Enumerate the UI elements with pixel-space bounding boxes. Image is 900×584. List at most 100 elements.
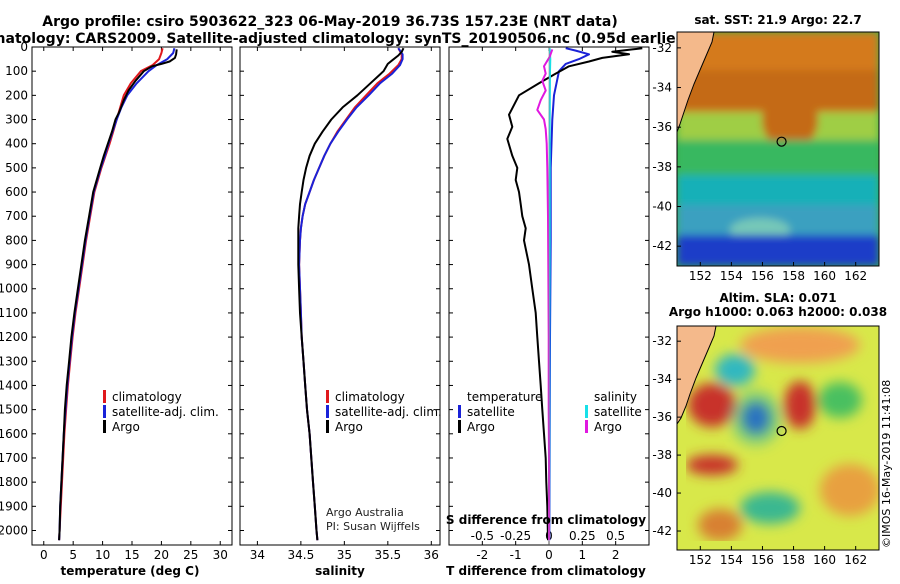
sla-low-south	[740, 492, 800, 524]
sst-green-band	[677, 140, 879, 175]
sla-argo-location-marker	[776, 425, 787, 437]
depth-tick-label: 200	[5, 88, 28, 102]
depth-tick-label: 1100	[0, 306, 28, 320]
map-lat-label: -42	[652, 524, 672, 538]
credit-line-1: Argo Australia	[326, 506, 404, 519]
map-lon-label: 156	[751, 269, 774, 283]
depth-tick-label: 500	[5, 161, 28, 175]
salinity-legend: climatology satellite-adj. clim. Argo	[326, 390, 442, 434]
map-lat-label: -36	[652, 410, 672, 424]
sst-map-title: sat. SST: 21.9 Argo: 22.7	[694, 13, 861, 27]
map-lat-label: -40	[652, 200, 672, 214]
depth-tick-label: 1400	[0, 378, 28, 392]
depth-tick-label: 700	[5, 209, 28, 223]
legend-label-t-argo: Argo	[467, 420, 495, 434]
sla-high-south-corner	[698, 509, 742, 541]
map-lon-label: 162	[844, 553, 867, 567]
legend-label-s-argo: Argo	[594, 420, 622, 434]
temperature-legend: climatology satellite-adj. clim. Argo	[103, 390, 219, 434]
difference-xlabel: T difference from climatology	[446, 564, 646, 578]
sst-cold-band	[677, 235, 879, 266]
map-lat-label: -34	[652, 372, 672, 386]
x-tick-label: 0	[40, 548, 48, 562]
depth-tick-label: 1700	[0, 451, 28, 465]
legend-label-s-satellite: satellite	[594, 405, 642, 419]
map-lon-label: 154	[720, 269, 743, 283]
map-lat-label: -42	[652, 239, 672, 253]
legend-title-salinity: salinity	[594, 390, 637, 404]
depth-tick-label: 400	[5, 137, 28, 151]
sla-map-frame	[676, 325, 880, 551]
map-lon-label: 158	[782, 553, 805, 567]
sla-high-north	[740, 327, 860, 363]
sla-low-north-west	[715, 354, 755, 386]
map-lon-label: 156	[751, 553, 774, 567]
legend-label-satellite: satellite-adj. clim.	[335, 405, 442, 419]
legend-swatch-s-argo	[585, 420, 588, 433]
map-lat-label: -38	[652, 160, 672, 174]
legend-swatch-satellite	[103, 405, 106, 418]
timestamp-credit: ©IMOS 16-May-2019 11:41:08	[880, 380, 893, 548]
sst-field	[677, 32, 879, 266]
sla-map-panel: Altim. SLA: 0.071 Argo h1000: 0.063 h200…	[652, 291, 887, 567]
salinity-depth-ticks	[240, 46, 440, 531]
depth-tick-label: 1900	[0, 499, 28, 513]
map-lon-label: 160	[813, 269, 836, 283]
temperature-plot-frame	[31, 46, 233, 546]
map-lat-label: -34	[652, 81, 672, 95]
sst-warm-eddy	[762, 90, 818, 150]
salinity-panel: 34 34.5 35 35.5 36 salinity climatology sate…	[239, 46, 442, 578]
legend-swatch-satellite	[326, 405, 329, 418]
difference-lines	[506, 47, 643, 545]
legend-swatch-t-satellite	[458, 405, 461, 418]
legend-title-temperature: temperature	[467, 390, 542, 404]
map-lon-label: 154	[720, 553, 743, 567]
series-line-t-argo	[506, 47, 643, 541]
depth-tick-label: 0	[20, 40, 28, 54]
temperature-x-axis: 0 5 10 15 20 25 30	[40, 47, 228, 562]
legend-label-argo: Argo	[112, 420, 140, 434]
x-tick-label: 35.5	[374, 548, 401, 562]
legend-swatch-climatology	[326, 390, 329, 403]
difference-panel: -2 -1 0 1 2 -0.5 -0.25 0 0.25 0.5 T difference f…	[446, 46, 650, 578]
sla-map-axes: 152 154 156 158 160 162 -32 -34 -36 -38 -40 -42	[652, 334, 867, 567]
header-line-2: Climatology: CARS2009. Satellite-adjuste…	[0, 31, 689, 47]
depth-tick-label: 1800	[0, 475, 28, 489]
x-tick-label: 2	[612, 548, 620, 562]
x-tick-label: 0	[545, 548, 553, 562]
sst-land-mask	[677, 32, 715, 133]
depth-tick-label: 100	[5, 64, 28, 78]
salinity-xlabel: salinity	[315, 564, 365, 578]
x-tick-label: 34.5	[288, 548, 315, 562]
x-tick-label: 20	[154, 548, 169, 562]
map-lat-label: -36	[652, 120, 672, 134]
legend-label-climatology: climatology	[112, 390, 182, 404]
x-tick-label: 10	[95, 548, 110, 562]
header-line-1: Argo profile: csiro 5903622_323 06-May-2…	[42, 14, 617, 30]
salinity-diff-tick-label: -0.5	[471, 529, 494, 543]
sla-map-title: Altim. SLA: 0.071	[719, 291, 836, 305]
map-lat-label: -32	[652, 41, 672, 55]
depth-tick-label: 900	[5, 258, 28, 272]
sst-heatmap	[677, 32, 879, 266]
legend-label-climatology: climatology	[335, 390, 405, 404]
sla-high-south-east	[820, 464, 879, 516]
x-tick-label: 25	[183, 548, 198, 562]
map-lon-label: 158	[782, 269, 805, 283]
temperature-lines	[58, 47, 178, 541]
difference-legend: temperature satellite Argo salinity sate…	[458, 390, 642, 434]
x-tick-label: 35	[337, 548, 352, 562]
legend-swatch-t-argo	[458, 420, 461, 433]
temperature-depth-axis: 0 100 200 300 400 500 600 700 800 900 1000 1100 1200…	[0, 40, 232, 537]
x-tick-label: 5	[69, 548, 77, 562]
difference-xlabel-salinity: S difference from climatology	[446, 513, 646, 527]
map-lon-label: 162	[844, 269, 867, 283]
sla-low-east	[818, 382, 862, 418]
depth-tick-label: 1500	[0, 403, 28, 417]
x-tick-label: 36	[424, 548, 439, 562]
sla-high-west	[688, 383, 736, 427]
sst-cyan-band	[677, 175, 879, 207]
legend-swatch-argo	[103, 420, 106, 433]
map-lat-label: -38	[652, 448, 672, 462]
